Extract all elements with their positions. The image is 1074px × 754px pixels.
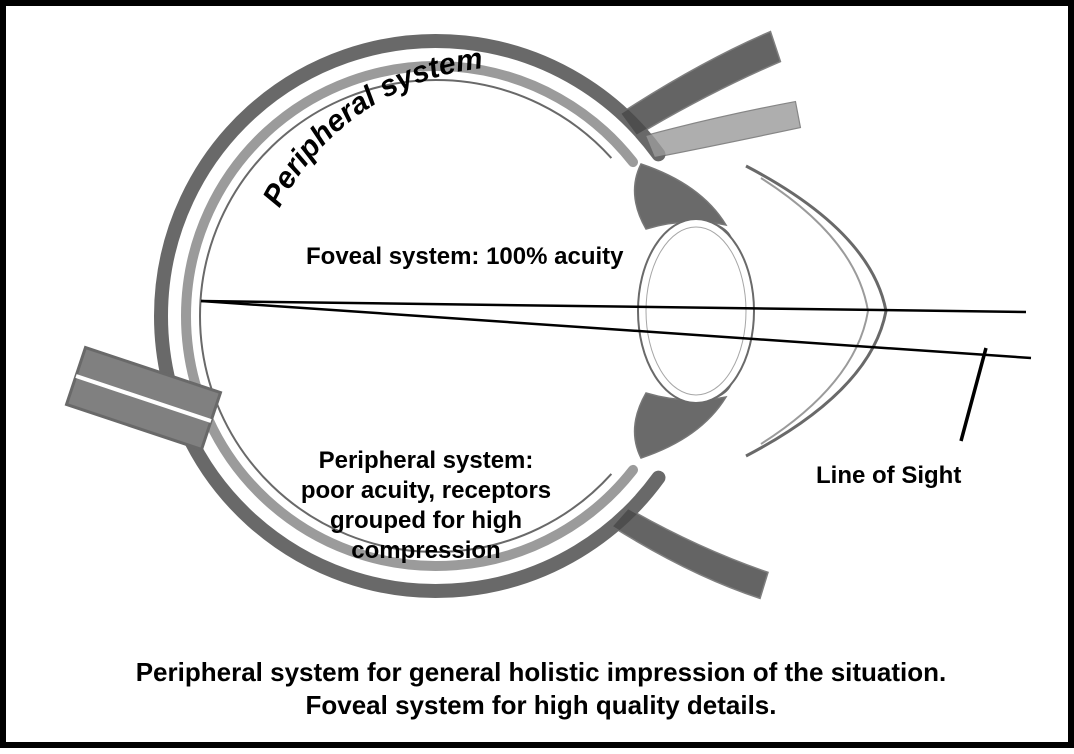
figure-caption: Peripheral system for general holistic i… (66, 656, 1016, 721)
foveal-system-label: Foveal system: 100% acuity (306, 242, 686, 272)
peripheral-system-curved-label: Peripheral system (257, 42, 485, 212)
line-of-sight-label: Line of Sight (816, 461, 1036, 491)
diagram-frame: Peripheral system Foveal system: 100% ac… (0, 0, 1074, 748)
peripheral-system-description: Peripheral system:poor acuity, receptors… (266, 446, 586, 566)
eye-diagram-svg: Peripheral system (6, 6, 1074, 754)
